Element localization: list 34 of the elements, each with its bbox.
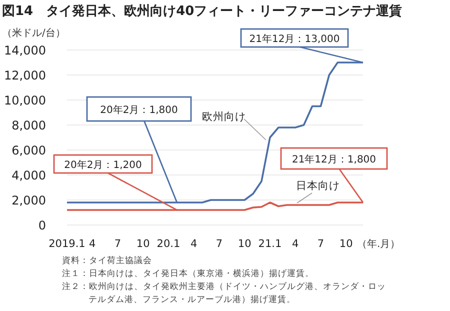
x-tick-label: 10 [339, 238, 353, 250]
y-tick-label: 8,000 [12, 118, 46, 132]
text: 注２：欧州向けは、タイ発欧州主要港（ドイツ・ハンブルグ港、オランダ・ロッテルダム港、フランス・ルアーブル港）揚げ運賃。 [62, 281, 387, 307]
y-tick-label: 4,000 [12, 168, 46, 182]
text: 注１：日本向けは、タイ発日本（東京港・横浜港）揚げ運賃。 [62, 268, 315, 281]
callout: 21年12月：13,000 [240, 28, 364, 64]
x-tick-label: 20.1 [156, 238, 180, 250]
x-tick-label: 4 [190, 238, 198, 250]
y-tick-label: 10,000 [4, 94, 46, 108]
x-tick-label: 7 [216, 238, 223, 250]
x-tick-label: 7 [114, 238, 122, 250]
y-tick-label: 12,000 [4, 68, 46, 82]
callout: 20年2月：1,200 [53, 154, 178, 211]
y-axis-title: （米ドル/台） [2, 27, 66, 39]
series-label: 日本向け [296, 179, 340, 192]
annotation: 20年2月：1,200 [64, 158, 142, 171]
y-tick-label: 14,000 [4, 44, 46, 58]
annotation: 21年12月：1,800 [292, 153, 376, 166]
x-tick-label: 21.1 [258, 238, 282, 250]
x-axis-title: （年.月） [357, 238, 400, 250]
annotation: 21年12月：13,000 [249, 32, 340, 45]
text: 資料：タイ荷主協議会 [62, 255, 153, 268]
y-tick-label: 0 [38, 218, 46, 232]
chart-title: 図14 タイ発日本、欧州向け40フィート・リーファーコンテナ運賃 [2, 4, 402, 19]
x-tick-label: 4 [292, 238, 299, 250]
text: 欧州向け [202, 110, 246, 123]
x-tick-label: 4 [89, 238, 96, 250]
x-tick-label: 2019.1 [48, 238, 86, 250]
x-tick-label: 10 [238, 238, 252, 250]
y-tick-label: 6,000 [12, 144, 46, 158]
x-tick-label: 10 [136, 238, 150, 250]
y-tick-label: 2,000 [12, 194, 46, 208]
annotation: 20年2月：1,800 [100, 104, 178, 116]
x-tick-label: 7 [317, 238, 324, 250]
